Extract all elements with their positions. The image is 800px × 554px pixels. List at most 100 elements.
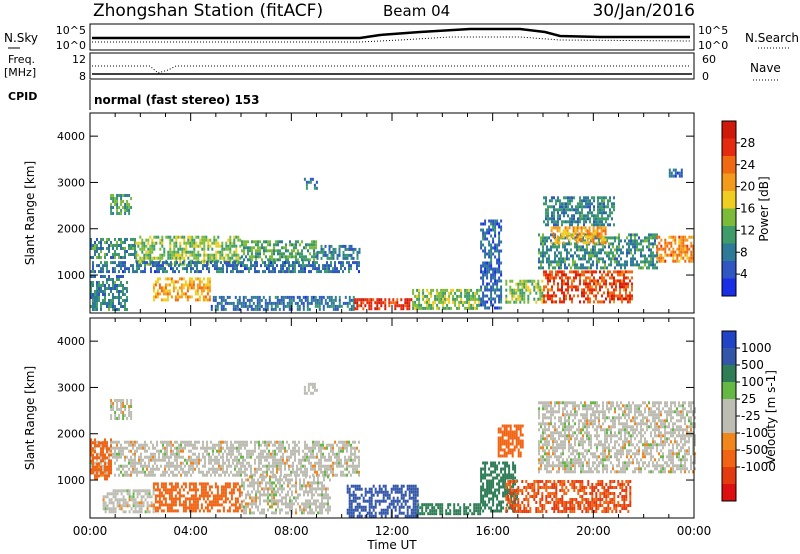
- velocity-cell: [162, 455, 164, 459]
- power-cell: [550, 239, 552, 243]
- power-cell: [644, 254, 646, 258]
- velocity-cell: [258, 452, 260, 456]
- power-cell: [152, 261, 154, 265]
- power-cell: [557, 270, 559, 274]
- velocity-cell: [332, 467, 334, 471]
- velocity-cell: [186, 491, 189, 495]
- power-cell: [588, 235, 591, 239]
- power-cell: [324, 264, 326, 268]
- velocity-cell: [124, 455, 126, 459]
- power-cell: [307, 249, 309, 253]
- velocity-cell: [346, 461, 348, 465]
- power-cell: [310, 298, 313, 302]
- power-cell: [547, 276, 549, 280]
- power-cell: [110, 261, 112, 265]
- velocity-cell: [142, 470, 144, 474]
- power-cell: [662, 247, 665, 251]
- power-cell: [211, 247, 214, 251]
- power-cell: [94, 302, 96, 305]
- velocity-cell: [166, 506, 169, 510]
- power-cell: [670, 174, 673, 178]
- velocity-cell: [338, 449, 340, 453]
- velocity-cell: [220, 488, 223, 492]
- power-cell: [108, 293, 110, 296]
- power-cell: [132, 244, 134, 247]
- velocity-cell: [204, 485, 207, 489]
- power-cell: [601, 273, 603, 277]
- power-cell: [482, 237, 485, 241]
- velocity-cell: [226, 452, 228, 456]
- power-cell: [261, 243, 263, 247]
- velocity-cell: [108, 462, 110, 466]
- velocity-cell: [198, 461, 200, 465]
- power-cell: [562, 260, 564, 264]
- power-cell: [636, 233, 638, 237]
- velocity-cell: [98, 444, 100, 448]
- power-cell: [563, 208, 565, 212]
- power-cell: [488, 270, 491, 274]
- power-cell: [216, 304, 219, 308]
- power-cell: [173, 250, 176, 254]
- power-cell: [454, 300, 457, 304]
- power-cell: [586, 238, 589, 242]
- power-cell: [581, 291, 583, 295]
- power-cell: [594, 251, 596, 255]
- power-cell: [541, 279, 544, 283]
- velocity-cell: [92, 447, 94, 451]
- power-cell: [542, 251, 544, 255]
- power-cell: [270, 261, 272, 265]
- power-cell: [627, 282, 629, 286]
- power-cell: [154, 270, 156, 274]
- power-cell: [500, 249, 503, 253]
- velocity-cell: [166, 446, 168, 450]
- power-cell: [300, 270, 302, 274]
- power-cell: [108, 287, 110, 290]
- power-cell: [354, 307, 357, 311]
- power-cell: [444, 294, 447, 298]
- power-cell: [288, 301, 291, 305]
- velocity-cell: [122, 495, 125, 499]
- velocity-cell: [154, 488, 157, 492]
- velocity-cell: [154, 494, 157, 498]
- power-cell: [444, 297, 447, 301]
- power-cell: [143, 244, 146, 248]
- power-cell: [542, 266, 544, 270]
- velocity-cell: [253, 481, 255, 485]
- velocity-cell: [214, 497, 217, 501]
- power-cell: [340, 304, 343, 308]
- power-cell: [557, 211, 559, 215]
- power-cell: [159, 259, 162, 263]
- power-cell: [203, 256, 206, 260]
- power-cell: [606, 254, 608, 258]
- power-cell: [248, 304, 251, 308]
- power-cell: [90, 270, 92, 274]
- power-cell: [674, 253, 677, 257]
- power-cell: [631, 270, 633, 274]
- power-cell: [118, 308, 120, 311]
- power-cell: [492, 222, 495, 226]
- power-cell: [488, 249, 491, 253]
- power-cell: [128, 194, 131, 197]
- cpid-text: normal (fast stereo) 153: [94, 93, 260, 107]
- power-cell: [486, 252, 489, 256]
- velocity-cell: [152, 452, 154, 456]
- power-cell: [404, 304, 407, 308]
- velocity-cell: [266, 443, 268, 447]
- power-cell: [571, 285, 573, 289]
- velocity-cell: [130, 449, 132, 453]
- power-cell: [618, 242, 620, 246]
- velocity-cell: [104, 510, 107, 514]
- power-cell: [112, 296, 114, 299]
- power-cell: [574, 263, 576, 267]
- velocity-cell: [272, 449, 274, 453]
- power-cell: [464, 306, 467, 310]
- power-cell: [194, 264, 196, 268]
- power-cell: [576, 229, 579, 233]
- power-cell: [628, 242, 630, 246]
- power-cell: [555, 199, 557, 203]
- velocity-cell: [280, 461, 282, 465]
- velocity-cell: [200, 485, 203, 489]
- velocity-cell: [130, 498, 133, 502]
- power-cell: [120, 305, 122, 308]
- power-cell: [352, 304, 355, 308]
